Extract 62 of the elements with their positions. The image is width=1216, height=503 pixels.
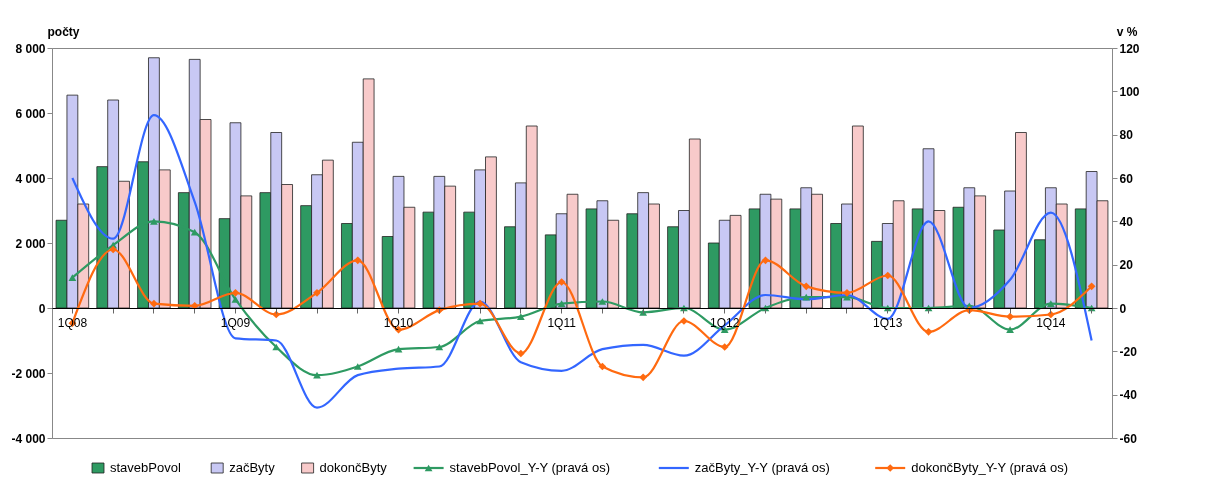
point	[231, 295, 240, 303]
y2-tick-label: -60	[1119, 431, 1138, 446]
legend-label: začByty	[229, 460, 276, 475]
point	[639, 373, 648, 382]
point	[394, 345, 403, 353]
y-tick-label: 4 000	[15, 171, 46, 186]
point	[1046, 300, 1055, 308]
point	[353, 256, 362, 265]
y-tick-label: 2 000	[15, 236, 46, 251]
point	[190, 301, 199, 310]
y-axis-title: počty	[47, 24, 80, 39]
legend-label: stavebPovol_Y-Y (pravá os)	[449, 460, 611, 475]
legend-label: stavebPovol	[110, 460, 181, 475]
point	[639, 308, 648, 316]
legend-label: začByty_Y-Y (pravá os)	[694, 460, 830, 475]
point	[313, 371, 321, 379]
y-tick-label: -4 000	[11, 431, 46, 446]
point	[720, 343, 729, 351]
point	[843, 288, 851, 297]
point	[1087, 282, 1096, 291]
point	[109, 245, 118, 254]
point	[231, 288, 240, 297]
y2-tick-label: -40	[1119, 388, 1138, 403]
y-tick-label: -2 000	[11, 366, 46, 381]
y2-tick-label: 40	[1119, 214, 1134, 229]
point	[353, 363, 362, 370]
point	[557, 278, 566, 286]
y2-tick-label: 80	[1119, 128, 1134, 143]
y-tick-label: 0	[38, 301, 46, 316]
point	[802, 293, 811, 301]
point	[272, 310, 281, 319]
point	[313, 288, 321, 297]
legend-label: dokončByty_Y-Y (pravá os)	[911, 460, 1069, 475]
x-tick-label: 1Q13	[873, 315, 903, 330]
y2-tick-label: 100	[1119, 84, 1140, 99]
point	[476, 299, 484, 308]
y2-axis-title: v %	[1116, 24, 1138, 39]
y2-tick-label: 0	[1119, 301, 1127, 316]
point	[68, 274, 77, 282]
x-tick-label: 1Q14	[1036, 315, 1066, 330]
point	[1006, 326, 1014, 334]
point	[557, 300, 566, 308]
y2-tick-label: 120	[1119, 41, 1140, 56]
point	[150, 299, 158, 308]
y2-tick-label: 60	[1119, 171, 1134, 186]
point	[150, 217, 158, 225]
point	[190, 228, 199, 236]
point	[516, 349, 525, 358]
point	[761, 256, 770, 265]
point	[1006, 312, 1014, 321]
x-tick-label: 1Q11	[547, 315, 577, 330]
y-tick-label: 6 000	[15, 106, 46, 121]
point	[924, 327, 933, 336]
y2-tick-label: 20	[1119, 258, 1134, 273]
point	[598, 298, 607, 305]
legend-label: dokončByty	[319, 460, 388, 475]
point	[883, 271, 892, 280]
point	[435, 343, 444, 351]
y2-tick-label: -20	[1119, 344, 1138, 359]
point	[516, 313, 525, 321]
point	[802, 282, 811, 291]
y-tick-label: 8 000	[15, 41, 46, 56]
